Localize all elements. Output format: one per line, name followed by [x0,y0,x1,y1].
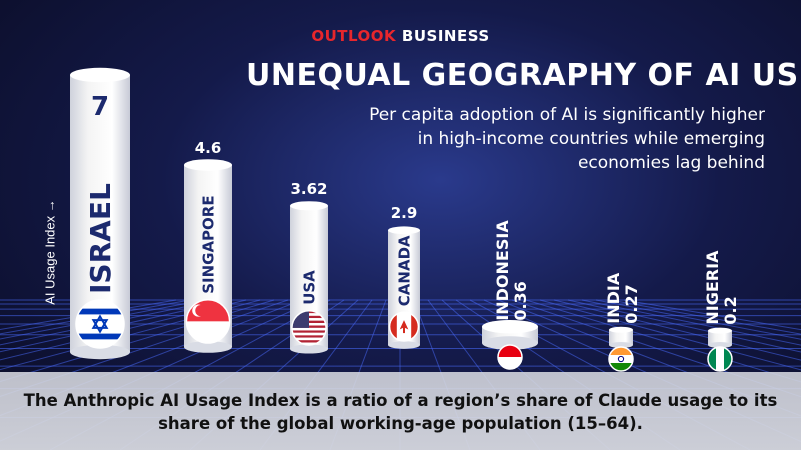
page-subtitle: Per capita adoption of AI is significant… [369,105,765,173]
grid-line [0,299,247,361]
grid-line [581,299,801,346]
bar-base [609,342,633,348]
grid-line [0,299,177,330]
value-label: 3.62 [290,180,327,198]
flag-ring [185,299,231,344]
flag-ring [75,299,125,349]
brand-outlook: OUTLOOK [311,27,397,45]
category-label: INDIA [604,272,623,324]
value-label: 0.36 [511,281,530,320]
value-label: 4.6 [195,139,222,157]
bar-group-indonesia: INDONESIA 0.36 [482,220,538,370]
bar-base [708,342,732,348]
grid-line [0,299,261,371]
india-flag-icon [609,347,633,371]
category-label: ISRAEL [84,183,117,294]
grid-line [539,299,801,371]
bar-top [388,226,420,235]
bar-group-usa: 3.62 USA [290,180,328,354]
brand-business: BUSINESS [396,27,490,45]
bar-base [388,341,420,349]
bar-base [70,344,130,360]
bar-base [184,341,232,353]
bar-group-singapore: 4.6 SINGAPORE [184,139,232,353]
bar [609,329,633,345]
value-label: 0.27 [622,284,641,323]
bar-group-india: INDIA 0.27 [604,272,641,372]
grid-line [595,299,801,340]
bar-group-nigeria: NIGERIA 0.2 [703,250,740,372]
indonesia-flag-icon [498,345,522,369]
footer-band [0,372,801,450]
category-label: SINGAPORE [199,195,217,293]
bar-group-israel: 7 ISRAEL [70,67,130,360]
canada-flag-icon [389,312,419,341]
flag-ring [608,346,634,372]
category-label: INDONESIA [493,220,512,321]
flag-ring [707,346,733,372]
flag-ring [291,310,327,346]
value-label: 2.9 [391,204,418,222]
flag-ring [497,344,523,370]
bar-top [184,159,232,171]
brand-logo: OUTLOOK BUSINESS [0,27,801,45]
bar-group-canada: 2.9 CANADA [388,204,420,349]
grid-line [623,299,801,331]
bar-top [708,327,732,334]
bar-top [290,201,328,211]
bar [708,330,732,345]
footer-note: The Anthropic AI Usage Index is a ratio … [23,391,778,433]
bar-top [70,67,130,83]
grid-line [553,299,801,361]
value-label: 0.2 [721,296,740,324]
page-title: UNEQUAL GEOGRAPHY OF AI USE [246,58,801,93]
value-label: 7 [91,92,109,122]
category-label: USA [300,270,318,305]
bar-base [482,336,538,350]
bar-top [609,326,633,333]
grid-line [567,299,801,353]
israel-flag-icon [76,300,124,348]
bar-base [290,344,328,354]
category-label: CANADA [395,235,413,306]
singapore-flag-icon [186,299,230,343]
flag-ring [388,311,420,342]
category-label: NIGERIA [703,250,722,325]
grid-line [0,299,191,335]
grid-line [609,299,801,335]
bar-top [482,319,538,334]
